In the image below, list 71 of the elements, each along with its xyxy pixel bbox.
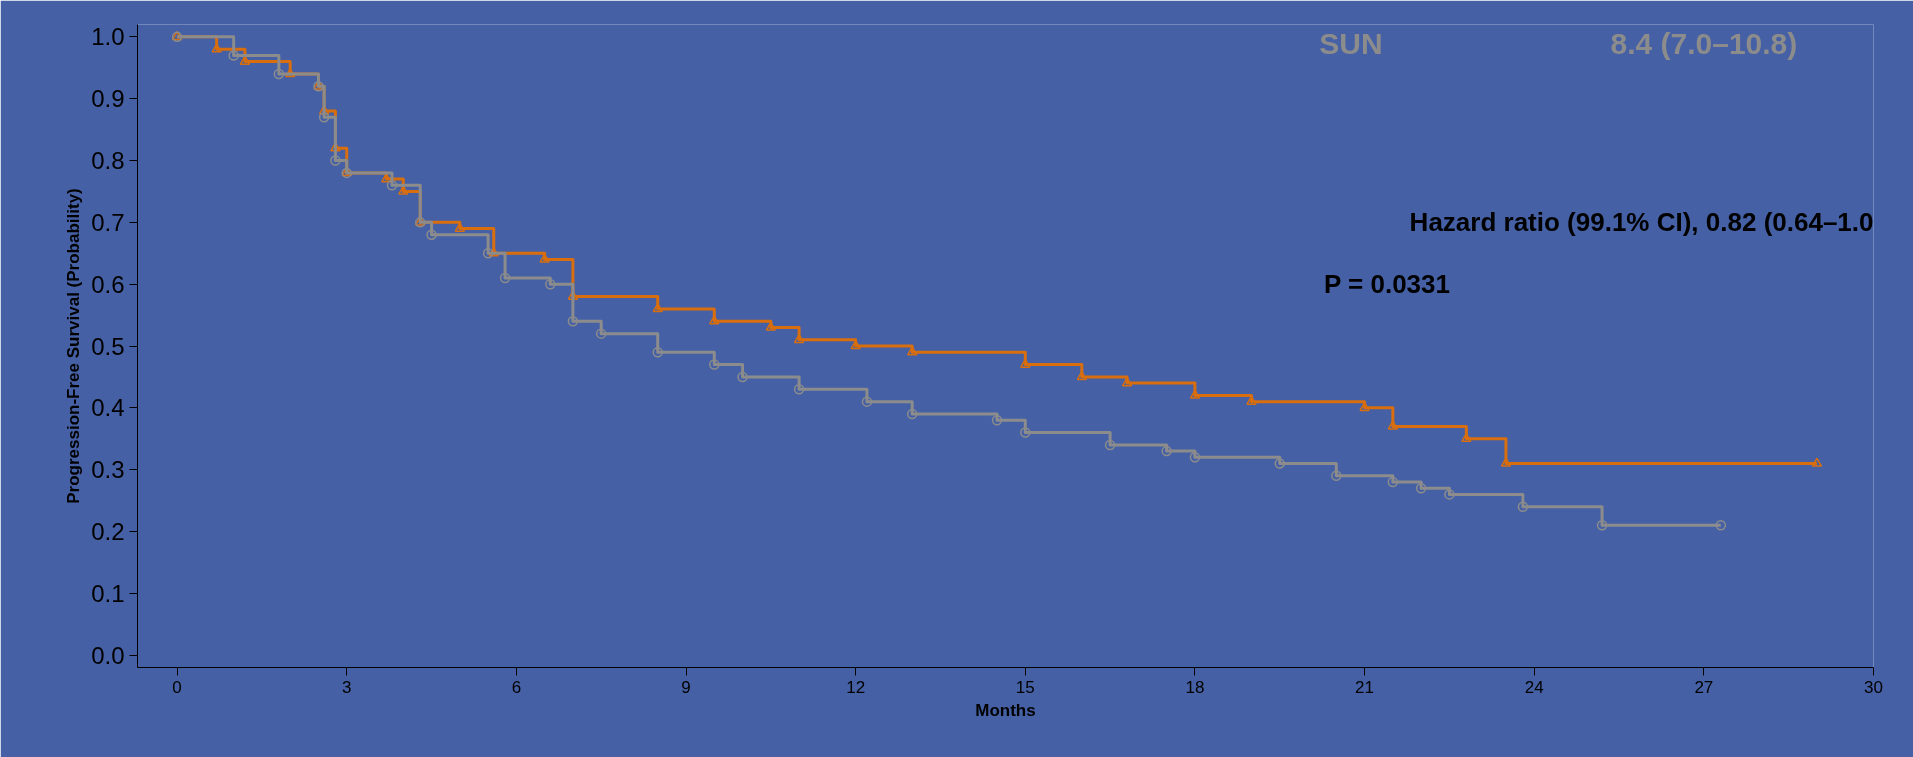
x-tick-label: 3 xyxy=(342,677,352,697)
y-tick-label: 0.3 xyxy=(91,456,125,484)
point xyxy=(1020,427,1031,438)
point xyxy=(906,408,918,420)
y-tick-label: 0.6 xyxy=(91,270,125,298)
point xyxy=(861,396,873,407)
point xyxy=(793,384,805,395)
annotation: 8.4 (7.0–10.8) xyxy=(1610,26,1798,60)
point xyxy=(709,359,720,370)
x-tick-label: 0 xyxy=(172,677,182,697)
x-tick-label: 12 xyxy=(846,677,866,697)
point xyxy=(1274,458,1285,469)
x-tick-label: 9 xyxy=(681,677,691,697)
y-tick-label: 0.0 xyxy=(91,641,125,669)
annotation: Hazard ratio (99.1% CI), 0.82 (0.64–1.0 xyxy=(1409,207,1874,238)
point xyxy=(1331,470,1342,482)
x-tick-label: 27 xyxy=(1694,677,1714,697)
point xyxy=(488,247,499,257)
point xyxy=(1161,445,1172,457)
x-tick-label: 24 xyxy=(1524,677,1544,697)
point xyxy=(499,272,511,284)
y-tick-label: 0.7 xyxy=(91,208,125,236)
y-tick-label: 0.8 xyxy=(91,147,125,175)
point xyxy=(318,105,330,115)
x-axis-title: Months xyxy=(975,700,1036,720)
y-tick-label: 0.1 xyxy=(91,579,125,607)
point xyxy=(567,316,579,327)
point xyxy=(906,346,918,356)
y-tick-label: 0.2 xyxy=(91,517,125,545)
point xyxy=(1715,520,1727,531)
point xyxy=(545,278,556,290)
point xyxy=(381,173,392,183)
point xyxy=(386,180,398,191)
point xyxy=(330,155,341,166)
y-tick-label: 0.4 xyxy=(91,394,125,422)
point xyxy=(228,50,239,61)
y-tick-label: 0.5 xyxy=(91,332,125,360)
point xyxy=(1020,358,1031,368)
x-tick-label: 18 xyxy=(1185,677,1205,697)
point xyxy=(737,371,748,383)
point xyxy=(652,346,663,358)
point xyxy=(1415,482,1427,494)
point xyxy=(1387,476,1399,488)
point xyxy=(1596,520,1608,531)
point xyxy=(1189,452,1201,463)
point xyxy=(1121,377,1133,387)
annotation: P = 0.0331 xyxy=(1323,269,1450,300)
x-tick-label: 21 xyxy=(1355,677,1375,697)
point xyxy=(273,68,285,80)
point xyxy=(1517,501,1529,512)
point xyxy=(284,68,296,78)
point xyxy=(482,248,494,259)
annotation: SUN xyxy=(1319,26,1383,60)
point xyxy=(426,229,437,240)
x-tick-label: 15 xyxy=(1015,677,1035,697)
point xyxy=(1189,389,1201,399)
y-tick-label: 1.0 xyxy=(91,23,125,51)
point xyxy=(595,328,607,339)
point xyxy=(991,414,1003,426)
x-tick-label: 30 xyxy=(1864,677,1883,697)
point xyxy=(850,340,861,350)
y-axis-title: Progression-Free Survival (Probability) xyxy=(64,188,84,504)
y-tick-label: 0.9 xyxy=(91,85,125,113)
point xyxy=(1811,457,1823,467)
point xyxy=(318,112,330,123)
x-tick-label: 6 xyxy=(511,677,522,697)
point xyxy=(211,43,222,53)
point xyxy=(1444,489,1455,500)
point xyxy=(1387,420,1399,430)
point xyxy=(1104,439,1116,451)
point xyxy=(709,315,720,325)
